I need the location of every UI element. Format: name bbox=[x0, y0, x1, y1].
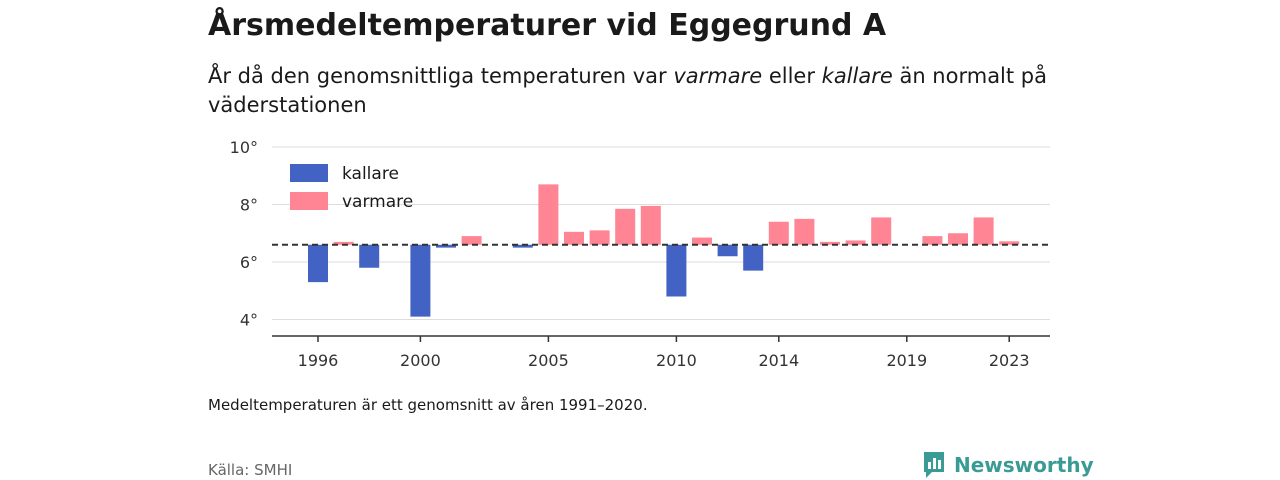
bar-1998 bbox=[359, 244, 380, 268]
bar-2023 bbox=[999, 241, 1020, 245]
bar-2015 bbox=[794, 218, 815, 245]
bar-2005 bbox=[538, 184, 559, 245]
bar-2013 bbox=[743, 244, 764, 271]
x-tick-label: 2023 bbox=[989, 351, 1030, 370]
bar-2021 bbox=[948, 233, 968, 245]
bar-2004 bbox=[512, 244, 533, 248]
subtitle-part2: eller bbox=[762, 64, 822, 88]
bar-1996 bbox=[308, 244, 328, 283]
y-tick-label: 10° bbox=[230, 138, 258, 157]
x-tick-label: 2010 bbox=[656, 351, 697, 370]
bar-2006 bbox=[564, 231, 584, 245]
legend-swatch-cold bbox=[290, 164, 328, 182]
brand-name: Newsworthy bbox=[954, 453, 1094, 477]
bar-2010 bbox=[666, 244, 687, 297]
bar-2000 bbox=[410, 244, 431, 317]
x-tick-label: 1996 bbox=[298, 351, 339, 370]
x-tick-label: 2019 bbox=[886, 351, 927, 370]
x-tick-label: 2014 bbox=[758, 351, 799, 370]
x-tick-label: 2000 bbox=[400, 351, 441, 370]
y-tick-label: 6° bbox=[240, 253, 258, 272]
bar-2002 bbox=[461, 236, 482, 245]
y-tick-label: 4° bbox=[240, 311, 258, 330]
subtitle-part1: År då den genomsnittliga temperaturen va… bbox=[208, 64, 674, 88]
legend-label-cold: kallare bbox=[342, 164, 399, 184]
bar-2022 bbox=[973, 217, 994, 245]
bar-2020 bbox=[922, 236, 943, 245]
newsworthy-logo: Newsworthy bbox=[922, 450, 1094, 480]
bar-2018 bbox=[871, 217, 892, 245]
chart-note: Medeltemperaturen är ett genomsnitt av å… bbox=[208, 396, 648, 414]
newsworthy-icon bbox=[924, 452, 944, 478]
subtitle-cold-word: kallare bbox=[821, 64, 893, 88]
bar-2001 bbox=[436, 244, 456, 248]
source-text: Källa: SMHI bbox=[208, 461, 293, 479]
chart-title: Årsmedeltemperaturer vid Eggegrund A bbox=[208, 8, 887, 43]
bar-2008 bbox=[615, 208, 636, 245]
subtitle-part3: än normalt på väderstationen bbox=[208, 64, 1047, 117]
bar-2017 bbox=[845, 240, 866, 245]
legend-label-warm: varmare bbox=[342, 192, 413, 212]
bar-2011 bbox=[692, 237, 712, 245]
bar-2014 bbox=[768, 221, 789, 245]
legend-swatch-warm bbox=[290, 192, 328, 210]
x-tick-label: 2005 bbox=[528, 351, 569, 370]
bar-1997 bbox=[333, 241, 354, 245]
bar-2012 bbox=[717, 244, 738, 257]
y-tick-label: 8° bbox=[240, 196, 258, 215]
chart-subtitle: År då den genomsnittliga temperaturen va… bbox=[208, 62, 1068, 120]
subtitle-warm-word: varmare bbox=[673, 64, 763, 88]
bar-2016 bbox=[820, 241, 840, 245]
bar-2007 bbox=[589, 230, 610, 245]
bar-2009 bbox=[640, 205, 661, 245]
